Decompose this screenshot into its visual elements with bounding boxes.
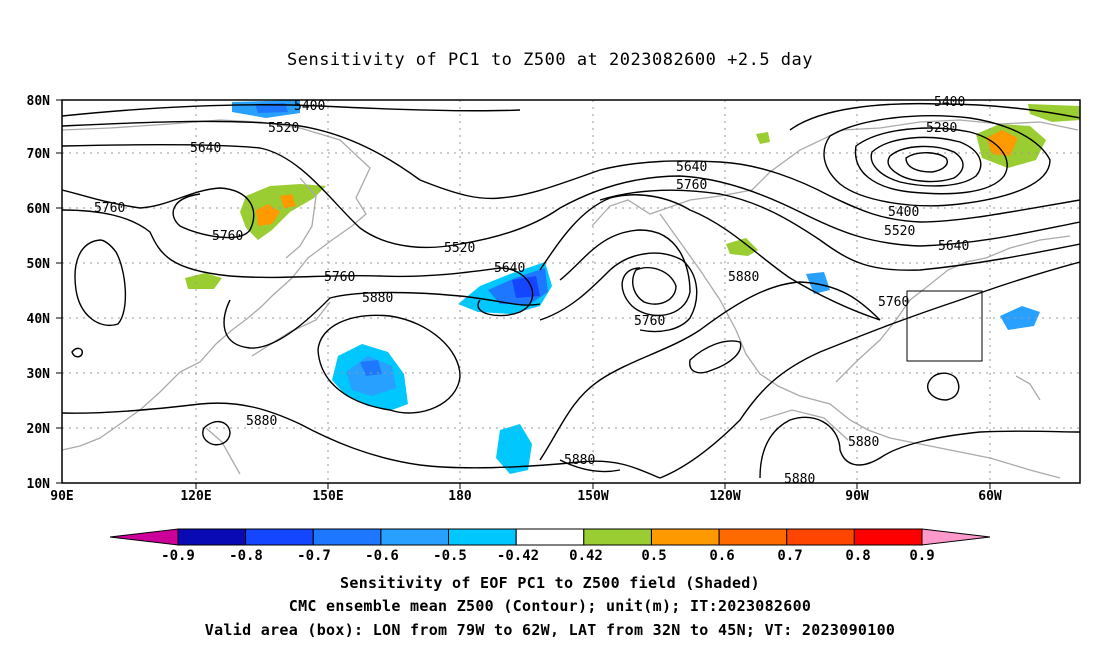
colorbar-label: 0.6 (709, 548, 734, 564)
lon-label: 90E (50, 489, 73, 504)
contour-label: 5880 (362, 291, 393, 306)
caption-contour: CMC ensemble mean Z500 (Contour); unit(m… (288, 597, 812, 615)
colorbar-cell (380, 528, 449, 546)
colorbar-labels: -0.9 -0.8 -0.7 -0.6 -0.5 -0.42 0.42 0.5 … (161, 548, 935, 564)
shade-blue-atlantic (1000, 306, 1040, 330)
lon-label: 180 (448, 489, 472, 504)
colorbar-cell (448, 528, 517, 546)
colorbar: -0.9 -0.8 -0.7 -0.6 -0.5 -0.42 0.42 0.5 … (109, 528, 991, 564)
colorbar-label: -0.6 (365, 548, 399, 564)
contour-label: 5640 (938, 239, 969, 254)
lat-label: 50N (27, 257, 51, 272)
lat-label: 60N (27, 202, 51, 217)
lat-label: 70N (27, 147, 51, 162)
contour-label: 5760 (212, 229, 243, 244)
latitude-labels: 80N 70N 60N 50N 40N 30N 20N 10N (27, 94, 51, 492)
colorbar-cell (651, 528, 720, 546)
colorbar-label: 0.42 (569, 548, 603, 564)
contour-label: 5760 (634, 314, 665, 329)
valid-area-box (906, 290, 983, 362)
axis-ticks (56, 99, 991, 489)
contour-label: 5880 (728, 270, 759, 285)
lat-label: 20N (27, 422, 51, 437)
contour-label-group: 5400 5520 5640 5760 5760 5520 5640 5760 … (94, 95, 969, 487)
shade-blue-kuroshio (332, 344, 408, 410)
colorbar-cell (312, 528, 382, 546)
colorbar-label: -0.9 (161, 548, 195, 564)
longitude-labels: 90E 120E 150E 180 150W 120W 90W 60W (50, 489, 1002, 504)
contour-label: 5760 (324, 270, 355, 285)
colorbar-label: 0.8 (845, 548, 870, 564)
colorbar-cell (853, 528, 923, 546)
contour-label: 5520 (884, 224, 915, 239)
colorbar-cell (718, 528, 788, 546)
colorbar-high-triangle (921, 528, 991, 546)
colorbar-label: 0.7 (777, 548, 802, 564)
lon-label: 60W (978, 489, 1002, 504)
contour-label: 5400 (888, 205, 919, 220)
contour-label: 5520 (444, 241, 475, 256)
contour-label: 5760 (94, 201, 125, 216)
contour-label: 5640 (190, 141, 221, 156)
contour-label: 5880 (784, 472, 815, 487)
contour-label: 5880 (564, 453, 595, 468)
shade-blue-plains (806, 272, 830, 294)
lon-label: 120E (180, 489, 211, 504)
lat-label: 10N (27, 477, 51, 492)
contour-label: 5640 (676, 160, 707, 175)
coastlines (62, 119, 1079, 479)
contour-label: 5400 (934, 95, 965, 110)
colorbar-cell (786, 528, 855, 546)
colorbar-cell (583, 528, 652, 546)
contour-label: 5640 (494, 261, 525, 276)
contour-label: 5520 (268, 121, 299, 136)
colorbar-low-triangle (109, 528, 179, 546)
shade-green-greenland (976, 104, 1080, 168)
colorbar-label: -0.8 (229, 548, 263, 564)
lat-label: 40N (27, 312, 51, 327)
shade-blue-tropical (496, 424, 532, 474)
colorbar-label: 0.5 (641, 548, 666, 564)
contour-label: 5880 (246, 414, 277, 429)
contour-label: 5880 (848, 435, 879, 450)
colorbar-label: 0.9 (909, 548, 934, 564)
contour-label: 5280 (926, 121, 957, 136)
lon-label: 150W (577, 489, 608, 504)
map-frame (61, 99, 1081, 484)
colorbar-cells (177, 528, 923, 546)
shade-green-canada (726, 238, 758, 256)
lon-label: 90W (845, 489, 869, 504)
colorbar-label: -0.42 (497, 548, 539, 564)
colorbar-label: -0.5 (433, 548, 467, 564)
lat-label: 80N (27, 94, 51, 109)
caption-valid-area: Valid area (box): LON from 79W to 62W, L… (204, 621, 896, 639)
lon-label: 150E (312, 489, 343, 504)
shade-green-small (185, 273, 222, 289)
lon-label: 120W (709, 489, 740, 504)
lat-label: 30N (27, 367, 51, 382)
shade-green-siberia (240, 184, 326, 240)
shading-layer (185, 100, 1080, 474)
colorbar-cell (515, 528, 585, 546)
plot-title: Sensitivity of PC1 to Z500 at 2023082600… (286, 50, 813, 70)
contour-label: 5400 (294, 99, 325, 114)
shade-green-tiny (756, 132, 770, 144)
z500-contours (62, 102, 1080, 479)
shade-blue-north-pacific (232, 100, 300, 118)
colorbar-cell (245, 528, 314, 546)
contour-label: 5760 (676, 178, 707, 193)
colorbar-cell (177, 528, 247, 546)
contour-label: 5760 (878, 295, 909, 310)
colorbar-label: -0.7 (297, 548, 331, 564)
caption-shading: Sensitivity of EOF PC1 to Z500 field (Sh… (340, 574, 760, 592)
